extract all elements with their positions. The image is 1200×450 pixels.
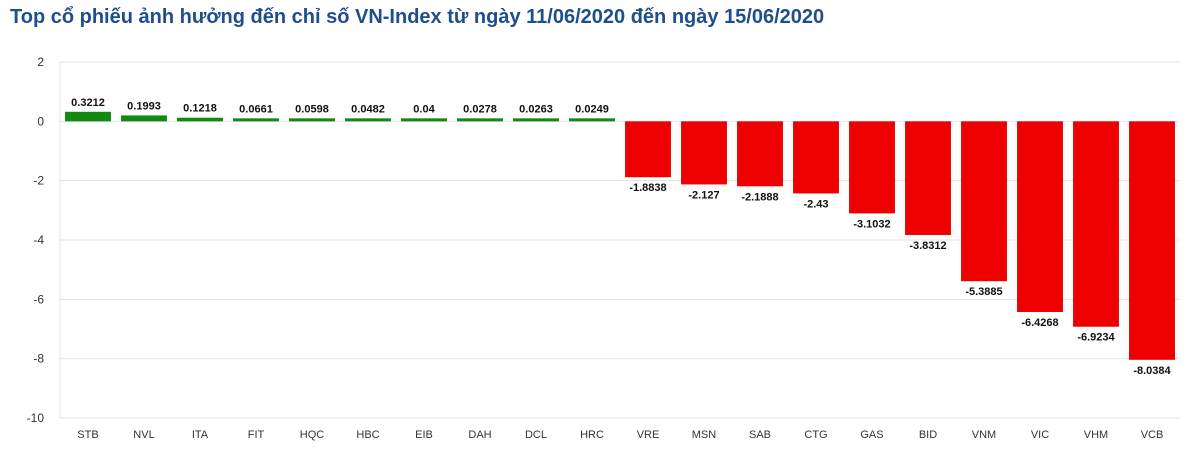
bar-dah — [457, 118, 503, 122]
y-tick-label: -8 — [33, 352, 44, 366]
x-tick-label: VHM — [1084, 429, 1108, 441]
bar-dcl — [513, 118, 559, 122]
x-tick-label: NVL — [133, 429, 154, 441]
x-tick-label: VRE — [637, 429, 660, 441]
y-axis-ticks: 2 0 -2 -4 -6 -8 -10 — [27, 55, 45, 425]
x-tick-label: FIT — [248, 429, 265, 441]
y-tick-label: -4 — [33, 233, 44, 247]
x-tick-label: GAS — [860, 429, 883, 441]
data-label: 0.0598 — [295, 103, 329, 115]
gridlines — [59, 61, 1180, 419]
chart-title: Top cổ phiếu ảnh hưởng đến chỉ số VN-Ind… — [10, 6, 825, 28]
x-tick-label: VIC — [1031, 429, 1049, 441]
data-label: -1.8838 — [629, 182, 666, 194]
data-label: 0.1993 — [127, 100, 161, 112]
x-tick-label: MSN — [692, 429, 717, 441]
bar-vre — [625, 121, 671, 178]
bar-vic — [1017, 121, 1063, 312]
x-axis-ticks: STB NVL ITA FIT HQC HBC EIB DAH DCL HRC VRE MSN SAB C… — [77, 429, 1163, 441]
bar-sab — [737, 121, 783, 187]
data-label: 0.1218 — [183, 103, 217, 115]
data-label: -2.43 — [803, 198, 828, 210]
x-tick-label: ITA — [192, 429, 209, 441]
bar-vhm — [1073, 121, 1119, 327]
x-tick-label: VNM — [972, 429, 996, 441]
data-label: 0.0661 — [239, 103, 273, 115]
data-label: -3.1032 — [853, 218, 890, 230]
bar-fit — [233, 118, 279, 122]
x-tick-label: CTG — [804, 429, 827, 441]
bar-nvl — [121, 115, 167, 122]
bar-vnm — [961, 121, 1007, 282]
bar-hbc — [345, 118, 391, 122]
bar-ctg — [793, 121, 839, 194]
bar-bid — [905, 121, 951, 235]
y-tick-label: 0 — [37, 114, 44, 128]
data-label: -6.4268 — [1021, 317, 1058, 329]
data-labels: 0.3212 0.1993 0.1218 0.0661 0.0598 0.0482 0.04… — [71, 97, 1171, 377]
x-tick-label: DCL — [525, 429, 547, 441]
data-label: -2.1888 — [741, 191, 778, 203]
data-label: 0.0263 — [519, 103, 553, 115]
y-tick-label: -6 — [33, 292, 44, 306]
bar-stb — [65, 111, 111, 122]
bar-msn — [681, 121, 727, 185]
bar-eib — [401, 118, 447, 122]
data-label: -2.127 — [688, 189, 719, 201]
x-tick-label: VCB — [1141, 429, 1164, 441]
data-label: 0.04 — [413, 103, 435, 115]
y-tick-label: 2 — [37, 55, 44, 69]
bar-hrc — [569, 118, 615, 122]
x-tick-label: EIB — [415, 429, 433, 441]
bar-gas — [849, 121, 895, 214]
x-tick-label: HRC — [580, 429, 604, 441]
data-label: -8.0384 — [1133, 365, 1171, 377]
data-label: 0.3212 — [71, 97, 105, 109]
y-tick-label: -2 — [33, 174, 44, 188]
x-tick-label: HQC — [300, 429, 325, 441]
y-tick-label: -10 — [27, 411, 45, 425]
x-tick-label: DAH — [468, 429, 491, 441]
bar-vcb — [1129, 121, 1175, 360]
bar-ita — [177, 117, 223, 122]
x-tick-label: BID — [919, 429, 937, 441]
x-tick-label: STB — [77, 429, 98, 441]
bars — [65, 111, 1175, 360]
x-tick-label: SAB — [749, 429, 771, 441]
data-label: 0.0482 — [351, 103, 385, 115]
data-label: 0.0249 — [575, 103, 609, 115]
data-label: 0.0278 — [463, 103, 497, 115]
data-label: -5.3885 — [965, 286, 1002, 298]
data-label: -3.8312 — [909, 240, 946, 252]
data-label: -6.9234 — [1077, 332, 1115, 344]
x-tick-label: HBC — [356, 429, 379, 441]
bar-hqc — [289, 118, 335, 122]
